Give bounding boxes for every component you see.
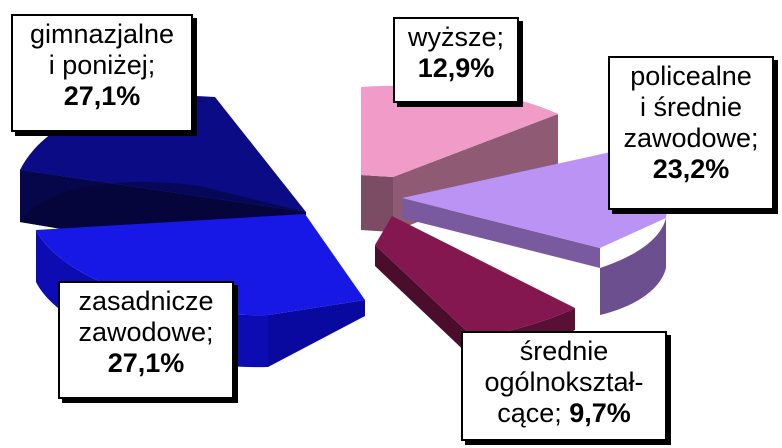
label-srednie-value: 9,7% xyxy=(569,398,631,428)
label-wyzsze-value: 12,9% xyxy=(417,53,495,83)
label-zasadnicze-line2: zawodowe; xyxy=(78,317,214,347)
label-zasadnicze-value: 27,1% xyxy=(107,348,185,378)
label-policealne-value: 23,2% xyxy=(652,154,730,184)
label-policealne-line1: policealne xyxy=(630,61,752,91)
label-srednie-line2: ogólnokształ- xyxy=(484,367,644,397)
label-wyzsze: wyższe; 12,9% xyxy=(393,17,519,103)
label-wyzsze-line1: wyższe; xyxy=(407,22,505,52)
label-gimnazjalne-line1: gimnazjalne xyxy=(29,19,175,49)
label-srednie: średnie ogólnokształ- cące; 9,7% xyxy=(461,331,667,441)
label-policealne-line2: i średnie xyxy=(639,92,743,122)
pie-slice-policealne xyxy=(402,150,667,315)
label-srednie-line3: cące; xyxy=(497,398,562,428)
label-srednie-line1: średnie xyxy=(519,336,609,366)
label-zasadnicze-line1: zasadnicze xyxy=(78,286,214,316)
label-policealne-line3: zawodowe; xyxy=(623,123,759,153)
label-gimnazjalne-value: 27,1% xyxy=(63,81,141,111)
label-zasadnicze: zasadnicze zawodowe; 27,1% xyxy=(58,281,234,399)
label-policealne: policealne i średnie zawodowe; 23,2% xyxy=(608,56,774,210)
label-gimnazjalne-line2: i poniżej; xyxy=(48,50,156,80)
label-gimnazjalne: gimnazjalne i poniżej; 27,1% xyxy=(11,14,193,132)
